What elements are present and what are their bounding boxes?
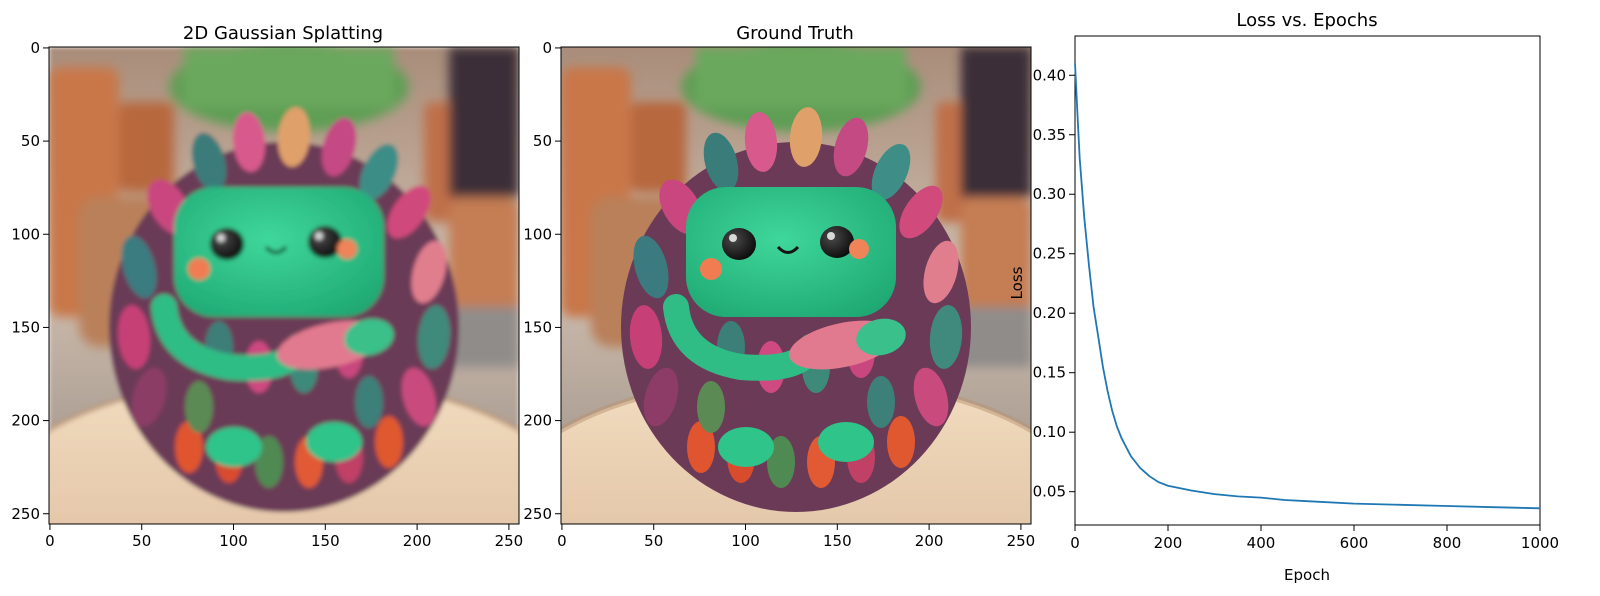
chart-title: Loss vs. Epochs	[1236, 10, 1377, 31]
middle-y-tick-label: 100	[523, 225, 552, 243]
y-axis-ticks: 0.05 0.10 0.15 0.20 0.25 0.30 0.35 0.40	[1033, 66, 1075, 501]
x-axis-ticks-left: 0 50 100 150 200 250	[45, 524, 523, 550]
panel-title-reconstruction: 2D Gaussian Splatting	[183, 23, 383, 44]
plot-area	[1074, 35, 1541, 526]
y-tick-label: 0.15	[1033, 364, 1066, 382]
middle-y-tick-label: 0	[542, 39, 552, 57]
left-y-tick-label: 250	[11, 505, 40, 523]
ground-truth-image	[560, 46, 1032, 525]
left-y-tick-label: 0	[30, 39, 40, 57]
x-axis-ticks: 0 200 400 600 800 1000	[1070, 525, 1559, 552]
y-tick-label: 0.30	[1033, 185, 1066, 203]
y-axis-ticks-middle: 0 50 100 150 200 250	[523, 39, 561, 523]
middle-x-tick-label: 50	[644, 532, 663, 550]
y-tick-label: 0.05	[1033, 483, 1066, 501]
x-axis-ticks-middle: 0 50 100 150 200 250	[557, 524, 1035, 550]
panel-loss-chart: Loss vs. Epochs 0 200 400 600 800 1000 0.050.…	[1008, 10, 1559, 584]
x-axis-label: Epoch	[1284, 566, 1330, 584]
x-tick-label: 800	[1433, 534, 1462, 552]
reconstruction-image	[48, 46, 520, 525]
x-tick-label: 0	[1070, 534, 1080, 552]
middle-y-tick-label: 150	[523, 318, 552, 336]
panel-ground-truth: Ground Truth 0 50 100 150 200 250 0 50 100 150 20…	[523, 23, 1035, 550]
left-x-tick-label: 50	[132, 532, 151, 550]
middle-y-tick-label: 50	[533, 132, 552, 150]
x-tick-label: 200	[1154, 534, 1183, 552]
middle-y-tick-label: 250	[523, 505, 552, 523]
y-tick-label: 0.40	[1033, 66, 1066, 84]
middle-x-tick-label: 200	[915, 532, 944, 550]
left-y-tick-label: 150	[11, 318, 40, 336]
x-tick-label: 400	[1247, 534, 1276, 552]
panel-reconstruction: 2D Gaussian Splatting 0 50 100 150 200 250 0 5…	[11, 23, 523, 550]
panel-title-ground-truth: Ground Truth	[736, 23, 854, 44]
left-x-tick-label: 0	[45, 532, 55, 550]
x-tick-label: 1000	[1521, 534, 1559, 552]
middle-y-tick-label: 200	[523, 412, 552, 430]
left-y-tick-label: 200	[11, 412, 40, 430]
y-tick-label: 0.10	[1033, 423, 1066, 441]
loss-series-line	[1074, 63, 1541, 510]
y-tick-label: 0.35	[1033, 126, 1066, 144]
left-x-tick-label: 150	[311, 532, 340, 550]
middle-x-tick-label: 100	[731, 532, 760, 550]
y-tick-label: 0.25	[1033, 245, 1066, 263]
left-y-tick-label: 50	[21, 132, 40, 150]
y-tick-label: 0.20	[1033, 304, 1066, 322]
middle-x-tick-label: 150	[823, 532, 852, 550]
middle-x-tick-label: 250	[1007, 532, 1036, 550]
y-axis-label: Loss	[1008, 266, 1026, 299]
x-tick-label: 600	[1340, 534, 1369, 552]
left-x-tick-label: 200	[403, 532, 432, 550]
left-x-tick-label: 100	[219, 532, 248, 550]
left-y-tick-label: 100	[11, 225, 40, 243]
middle-x-tick-label: 0	[557, 532, 567, 550]
left-x-tick-label: 250	[495, 532, 524, 550]
y-axis-ticks-left: 0 50 100 150 200 250	[11, 39, 49, 523]
